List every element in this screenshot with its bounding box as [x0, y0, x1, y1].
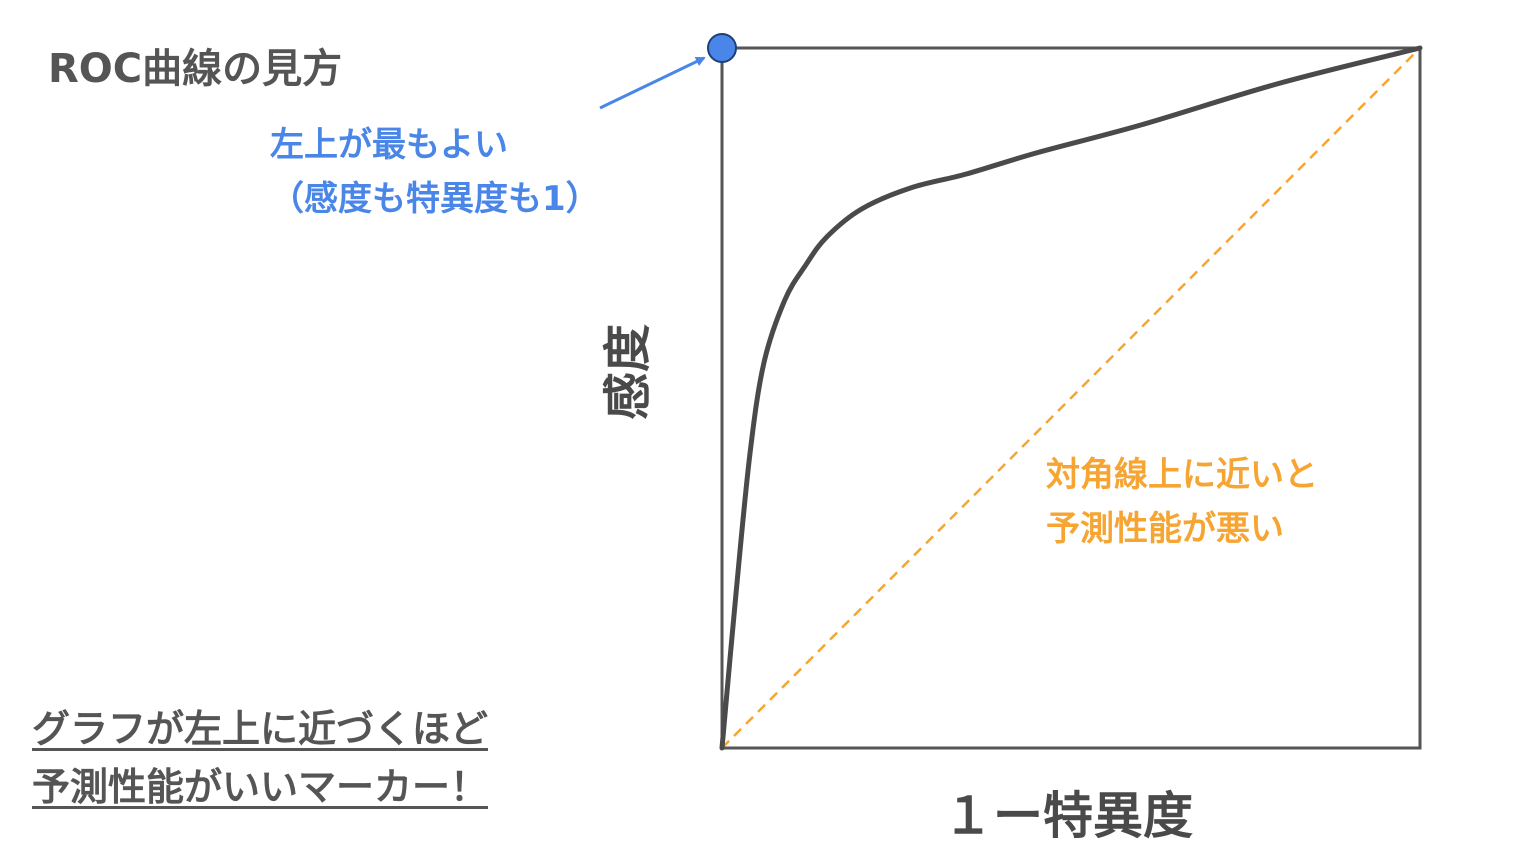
diagonal-reference-line — [721, 47, 1421, 749]
diagonal-annotation-line1: 対角線上に近いと — [1046, 455, 1318, 495]
best-point-annotation-line2: （感度も特異度も1） — [270, 179, 600, 219]
roc-curve-line — [719, 45, 1423, 751]
x-axis-label: １ー特異度 — [943, 787, 1193, 845]
plot-frame — [720, 46, 1422, 750]
best-point-annotation-line1: 左上が最もよい — [270, 125, 508, 165]
best-point-marker — [707, 33, 737, 63]
diagonal-annotation-line2: 予測性能が悪い — [1046, 509, 1284, 549]
pointer-arrow — [599, 56, 706, 110]
conclusion-note: グラフが左上に近づくほど 予測性能がいいマーカー！ — [32, 700, 488, 816]
conclusion-note-line1: グラフが左上に近づくほど — [32, 707, 489, 751]
best-point-annotation: 左上が最もよい （感度も特異度も1） — [270, 118, 600, 226]
page-title: ROC曲線の見方 — [48, 46, 343, 92]
series-layer — [707, 33, 1423, 751]
conclusion-note-line2: 予測性能がいいマーカー！ — [32, 765, 489, 809]
diagonal-annotation: 対角線上に近いと 予測性能が悪い — [1046, 448, 1318, 556]
